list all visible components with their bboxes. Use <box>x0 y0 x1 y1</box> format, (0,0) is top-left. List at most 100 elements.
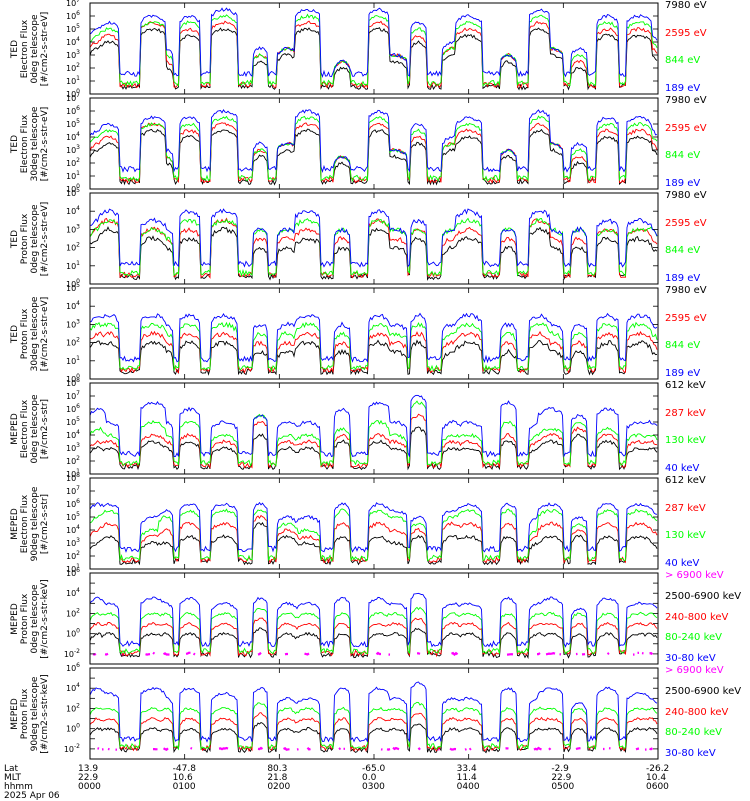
y-tick-label: 104 <box>66 205 80 216</box>
y-tick-label: 104 <box>66 682 80 693</box>
ylabel-line: [#/cm2-s-str-eV] <box>40 11 50 86</box>
ylabel-line: Proton Flux <box>20 688 30 739</box>
legend-entry: 80-240 keV <box>665 632 723 644</box>
y-tick-label: 103 <box>66 144 80 155</box>
y-tick-label: 107 <box>66 390 80 401</box>
series-trace <box>89 701 658 751</box>
y-tick-label: 106 <box>66 105 80 116</box>
y-tick-label: 107 <box>66 92 80 103</box>
x-tick-label-hhmm: 0600 <box>646 782 669 792</box>
ylabel-line: [#/cm2-s-str] <box>40 398 50 459</box>
panel-6: 101 102 103 104 105 106 107 108 <box>66 472 659 574</box>
y-tick-label: 100 <box>66 88 80 99</box>
y-tick-label: 104 <box>66 131 80 142</box>
x-tick-label-mlt: 0.0 <box>362 773 377 783</box>
panel-5: 101 102 103 104 105 106 107 108 <box>66 377 659 479</box>
y-tick-label: 105 <box>66 23 80 34</box>
y-tick-label: 100 <box>66 183 80 194</box>
y-tick-label: 104 <box>66 429 80 440</box>
y-tick-label: 107 <box>66 485 80 496</box>
y-tick-label: 106 <box>66 403 80 414</box>
panel-3: 100 101 102 103 104 105 <box>66 187 659 289</box>
legend-entry: 844 eV <box>665 55 701 67</box>
legend-entry: 2595 eV <box>665 122 707 134</box>
y-tick-label: 102 <box>66 607 80 618</box>
series-trace <box>89 514 658 564</box>
legend-entry: 2595 eV <box>665 27 707 39</box>
panel-4-ylabel: TED Proton Flux 30deg telescope [#/cm2-s-st… <box>10 284 52 384</box>
series-trace <box>89 217 658 278</box>
legend-entry: 189 eV <box>665 273 701 284</box>
series-trace <box>98 748 658 750</box>
y-tick-label: 106 <box>66 567 80 578</box>
x-tick-label-lat: 80.3 <box>267 764 288 774</box>
y-tick-label: 101 <box>66 260 80 271</box>
x-tick-label-hhmm: 0400 <box>456 782 480 792</box>
ylabel-line: [#/cm2-s-str-eV] <box>40 106 50 181</box>
ylabel-line: 30deg telescope <box>30 296 40 371</box>
ylabel-line: [#/cm2-s-str-keV] <box>40 673 50 754</box>
y-tick-label: 106 <box>66 498 80 509</box>
y-tick-label: 103 <box>66 49 80 60</box>
x-tick-label-mlt: 22.9 <box>551 773 572 783</box>
series-trace <box>89 501 658 553</box>
y-tick-label: 105 <box>66 416 80 427</box>
legend-entry: 240-800 keV <box>665 706 729 718</box>
panel-7-ylabel: MEPED Proton Flux 0deg telescope [#/cm2-s-s… <box>10 569 52 669</box>
panel-8-traces <box>89 681 658 753</box>
ylabel-line: Proton Flux <box>20 213 30 264</box>
x-tick-label-hhmm: 0300 <box>362 782 385 792</box>
ylabel-line: TED <box>10 324 20 343</box>
panel-1: 100 101 102 103 104 105 106 107 <box>66 0 659 99</box>
ylabel-line: [#/cm2-s-str-eV] <box>40 296 50 371</box>
ylabel-line: Electron Flux <box>20 494 30 553</box>
y-tick-label: 105 <box>66 187 80 198</box>
y-tick-label: 104 <box>66 587 80 598</box>
series-trace <box>89 606 658 656</box>
y-tick-label: 106 <box>66 662 80 673</box>
legend-entry: 80-240 keV <box>665 727 723 739</box>
y-tick-label: 101 <box>66 170 80 181</box>
y-tick-label: 108 <box>66 377 80 388</box>
y-tick-label: 102 <box>66 242 80 253</box>
legend-entry: 240-800 keV <box>665 611 729 623</box>
series-trace <box>89 521 658 566</box>
x-tick-label-mlt: 21.8 <box>267 773 288 783</box>
panel-2-ylabel: TED Electron Flux 30deg telescope [#/cm2-s-… <box>10 94 52 194</box>
series-trace <box>89 394 658 458</box>
ylabel-line: 0deg telescope <box>30 203 40 274</box>
legend-entry: 2595 eV <box>665 312 707 324</box>
series-trace <box>89 122 658 184</box>
series-trace <box>89 27 658 91</box>
panel-3-ylabel: TED Proton Flux 0deg telescope [#/cm2-s-str… <box>10 189 52 289</box>
legend-entry: 40 keV <box>665 558 700 569</box>
ylabel-line: Electron Flux <box>20 399 30 458</box>
legend-entry: 189 eV <box>665 83 701 94</box>
ylabel-line: Electron Flux <box>20 114 30 173</box>
y-tick-label: 101 <box>66 355 80 366</box>
legend-entry: 189 eV <box>665 368 701 379</box>
legend-entry: 287 keV <box>665 407 706 419</box>
x-tick-label-lat: -65.0 <box>362 764 386 774</box>
ylabel-line: [#/cm2-s-str-eV] <box>40 201 50 276</box>
y-tick-label: 104 <box>66 524 80 535</box>
y-tick-label: 102 <box>66 337 80 348</box>
series-trace <box>89 312 658 364</box>
legend-entry: 7980 eV <box>665 95 707 106</box>
panel-frame <box>89 477 659 570</box>
panel-7-traces <box>89 592 658 660</box>
ylabel-line: 30deg telescope <box>30 106 40 181</box>
ylabel-line: Proton Flux <box>20 308 30 359</box>
series-trace <box>89 7 658 78</box>
y-tick-label: 100 <box>66 628 80 639</box>
legend-entry: 7980 eV <box>665 190 707 201</box>
x-tick-label-mlt: 10.4 <box>646 773 667 783</box>
panel-frame <box>89 97 659 190</box>
series-trace <box>89 217 658 279</box>
x-tick-label-lat: -2.9 <box>551 764 569 774</box>
ylabel-line: 0deg telescope <box>30 13 40 84</box>
y-tick-label: 105 <box>66 118 80 129</box>
panel-frame <box>89 382 659 475</box>
legend-entry: 2500-6900 keV <box>665 685 742 697</box>
